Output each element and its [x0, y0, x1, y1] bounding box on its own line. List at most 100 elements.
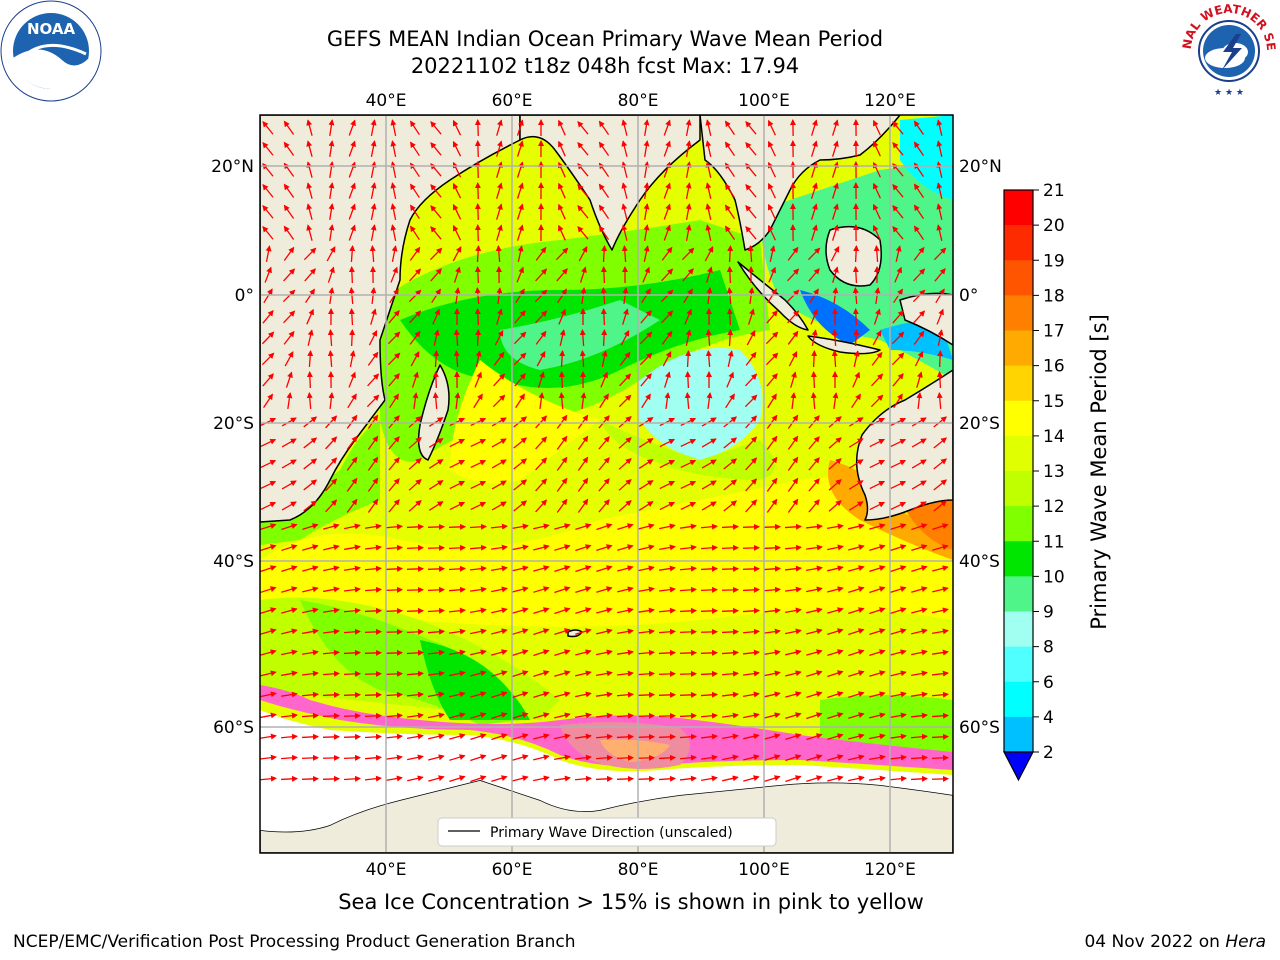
wave-arrow: [679, 628, 697, 635]
wave-arrow: [306, 161, 313, 178]
wave-arrow: [810, 119, 818, 136]
wave-arrow: [700, 523, 718, 530]
wave-arrow: [936, 203, 943, 220]
colorbar-tick-label: 14: [1043, 427, 1065, 447]
wave-arrow: [430, 121, 442, 135]
wave-arrow: [262, 373, 274, 387]
wave-arrow: [658, 670, 676, 677]
wave-arrow: [577, 456, 589, 471]
wave-arrow: [600, 287, 607, 305]
wave-arrow: [322, 754, 340, 761]
wave-arrow: [428, 501, 444, 511]
wave-arrow: [470, 649, 487, 656]
wave-arrow: [912, 289, 926, 303]
wave-arrow: [280, 733, 298, 740]
wave-arrow: [574, 733, 592, 740]
lat-label-left: 20°N: [211, 157, 254, 177]
wave-arrow: [890, 565, 907, 573]
wave-arrow: [873, 245, 880, 263]
wave-arrow: [473, 393, 483, 409]
wave-arrow: [889, 733, 907, 740]
wave-arrow: [327, 266, 335, 283]
wave-arrow: [936, 371, 943, 389]
wave-arrow: [387, 352, 401, 366]
wave-arrow: [936, 182, 943, 199]
wave-arrow: [475, 329, 482, 347]
wave-arrow: [643, 203, 650, 220]
wave-arrow: [406, 691, 424, 698]
wave-arrow: [516, 182, 524, 199]
wave-arrow: [390, 119, 397, 136]
wave-arrow: [721, 712, 739, 719]
wave-arrow: [577, 226, 589, 240]
wave-arrow: [535, 246, 547, 261]
wave-arrow: [808, 478, 820, 492]
wave-arrow: [348, 140, 356, 157]
wave-arrow: [869, 649, 886, 656]
wave-arrow: [596, 586, 613, 593]
wave-arrow: [700, 670, 718, 677]
wave-arrow: [787, 498, 799, 513]
wave-arrow: [452, 140, 462, 157]
wave-arrow: [746, 330, 756, 346]
wave-arrow: [848, 459, 864, 469]
wave-arrow: [575, 670, 592, 677]
wave-arrow: [641, 393, 651, 409]
wave-arrow: [852, 266, 859, 284]
wave-arrow: [281, 607, 298, 614]
wave-arrow: [680, 438, 697, 448]
wave-arrow: [370, 224, 377, 241]
wave-arrow: [911, 501, 927, 511]
wave-arrow: [406, 607, 424, 614]
lon-label-top: 40°E: [366, 91, 407, 111]
wave-arrow: [892, 373, 904, 387]
wave-arrow: [536, 351, 546, 367]
wave-arrow: [618, 416, 632, 428]
wave-arrow: [575, 565, 592, 573]
wave-arrow: [385, 670, 403, 677]
lat-label-right: 0°: [959, 286, 978, 306]
wave-arrow: [554, 649, 571, 656]
wave-arrow: [890, 544, 907, 552]
wave-arrow: [621, 161, 628, 178]
wave-arrow: [706, 266, 713, 283]
wave-arrow: [512, 544, 529, 551]
wave-arrow: [301, 754, 319, 761]
legend-label: Primary Wave Direction (unscaled): [490, 825, 733, 841]
colorbar-extend-arrow: [1003, 751, 1034, 782]
wave-arrow: [514, 310, 526, 324]
wave-arrow: [931, 649, 949, 656]
wave-arrow: [474, 119, 481, 137]
wave-arrow: [684, 392, 691, 410]
wave-arrow: [806, 670, 823, 677]
colorbar-tick-label: 8: [1043, 638, 1054, 658]
wave-arrow: [364, 565, 382, 572]
wave-arrow: [491, 607, 508, 614]
wave-arrow: [428, 459, 444, 469]
wave-arrow: [889, 775, 907, 782]
wave-arrow: [617, 523, 634, 530]
wave-arrow: [765, 352, 779, 366]
wave-arrow: [282, 289, 296, 303]
wave-arrow: [679, 607, 697, 614]
wave-arrow: [911, 586, 928, 593]
wave-arrow: [766, 310, 778, 324]
wave-arrow: [348, 161, 356, 178]
wave-arrow: [427, 544, 445, 551]
wave-arrow: [869, 438, 886, 448]
wave-arrow: [452, 182, 462, 199]
wave-arrow: [700, 565, 718, 572]
wave-arrow: [367, 477, 379, 492]
wave-arrow: [496, 182, 503, 199]
wave-arrow: [390, 140, 397, 157]
wave-arrow: [618, 479, 632, 491]
wave-arrow: [364, 691, 382, 698]
colorbar-segment: [1004, 225, 1033, 261]
wave-arrow: [406, 670, 424, 677]
wave-arrow: [932, 607, 949, 614]
wave-arrow: [742, 670, 760, 677]
wave-arrow: [323, 586, 340, 593]
wave-arrow: [935, 288, 945, 304]
wave-arrow: [449, 459, 466, 469]
wave-arrow: [914, 350, 924, 367]
